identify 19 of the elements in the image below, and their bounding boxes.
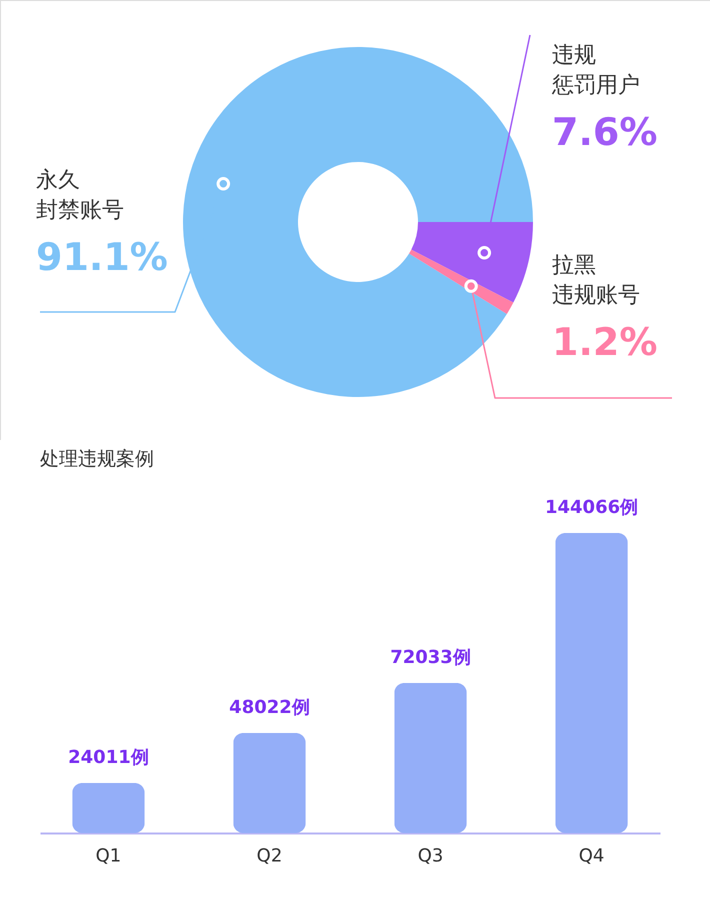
data-label: 48022例 bbox=[229, 697, 310, 718]
bar bbox=[233, 733, 306, 833]
data-label: 24011例 bbox=[68, 747, 149, 768]
data-label: 91.1% bbox=[36, 235, 168, 279]
bar bbox=[72, 783, 145, 833]
slice-label: 永久封禁账号 bbox=[36, 168, 124, 223]
bar bbox=[394, 683, 467, 833]
data-label: 72033例 bbox=[390, 647, 471, 668]
x-tick-label: Q3 bbox=[418, 846, 444, 866]
slice-label: 违规惩罚用户 bbox=[551, 43, 640, 98]
x-tick-label: Q4 bbox=[578, 846, 604, 866]
chart-title: 处理违规案例 bbox=[40, 448, 154, 470]
x-tick-label: Q1 bbox=[96, 846, 122, 866]
slice-label: 拉黑违规账号 bbox=[552, 253, 640, 308]
x-tick-label: Q2 bbox=[256, 846, 282, 866]
bar bbox=[555, 533, 628, 833]
data-label: 144066例 bbox=[544, 497, 638, 518]
data-label: 1.2% bbox=[552, 320, 658, 364]
data-label: 7.6% bbox=[552, 110, 658, 154]
